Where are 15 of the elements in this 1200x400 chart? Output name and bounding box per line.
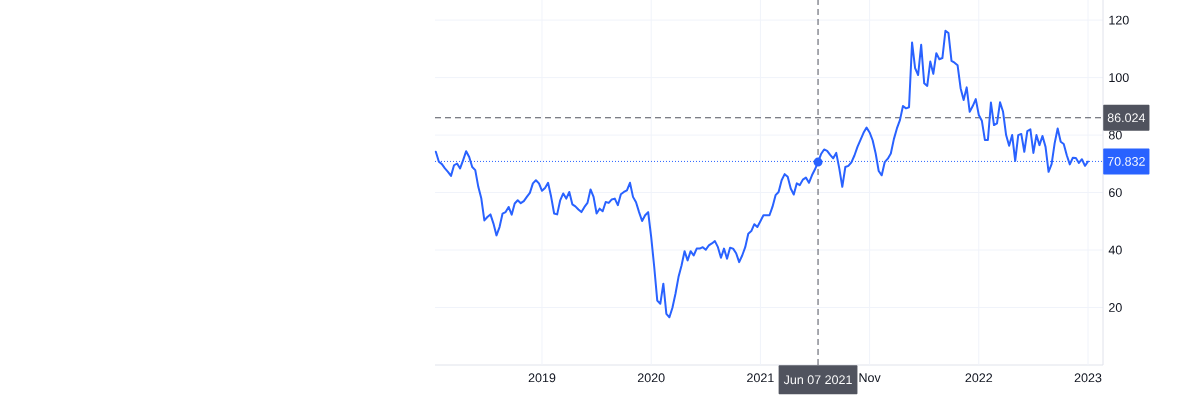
x-tick-label: Jun 07 2021 — [783, 375, 852, 385]
y-tick-label: 100 — [1109, 73, 1129, 83]
y-tick-label: 40 — [1108, 245, 1122, 255]
x-tick-label: Nov — [859, 373, 881, 383]
x-tick-label: 2022 — [965, 373, 993, 383]
y-tick-label: 80 — [1108, 130, 1122, 140]
y-tick-label: 120 — [1109, 15, 1129, 25]
x-tick-label: 2021 — [747, 373, 774, 383]
ref-line-label: 86.024 — [1107, 113, 1146, 123]
ref-line-label: 70.832 — [1107, 156, 1145, 166]
y-tick-label: 60 — [1109, 188, 1122, 197]
y-tick-label: 20 — [1109, 303, 1122, 312]
x-tick-label: 2020 — [637, 373, 665, 383]
x-tick-label: 2023 — [1074, 373, 1102, 383]
x-tick-label: 2019 — [528, 373, 556, 383]
